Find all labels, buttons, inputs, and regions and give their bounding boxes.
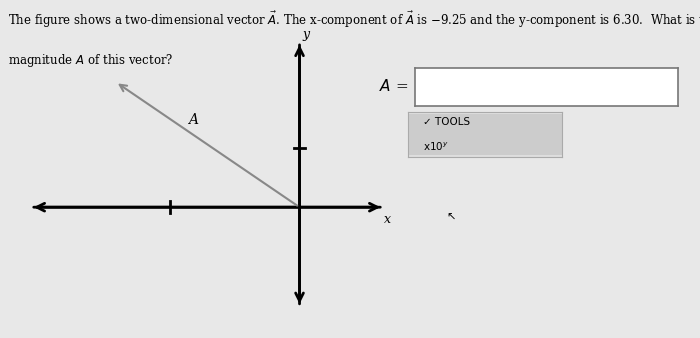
Text: x10$^y$: x10$^y$ [424, 141, 449, 153]
Text: The figure shows a two-dimensional vector $\vec{A}$. The x-component of $\vec{A}: The figure shows a two-dimensional vecto… [8, 10, 700, 30]
Text: ✓ TOOLS: ✓ TOOLS [424, 118, 470, 127]
Text: ↖: ↖ [447, 213, 456, 223]
Text: y: y [303, 28, 310, 41]
Text: $A$ =: $A$ = [379, 78, 408, 94]
Text: A: A [188, 113, 198, 126]
Text: magnitude $A$ of this vector?: magnitude $A$ of this vector? [8, 52, 174, 69]
Text: x: x [384, 213, 391, 226]
